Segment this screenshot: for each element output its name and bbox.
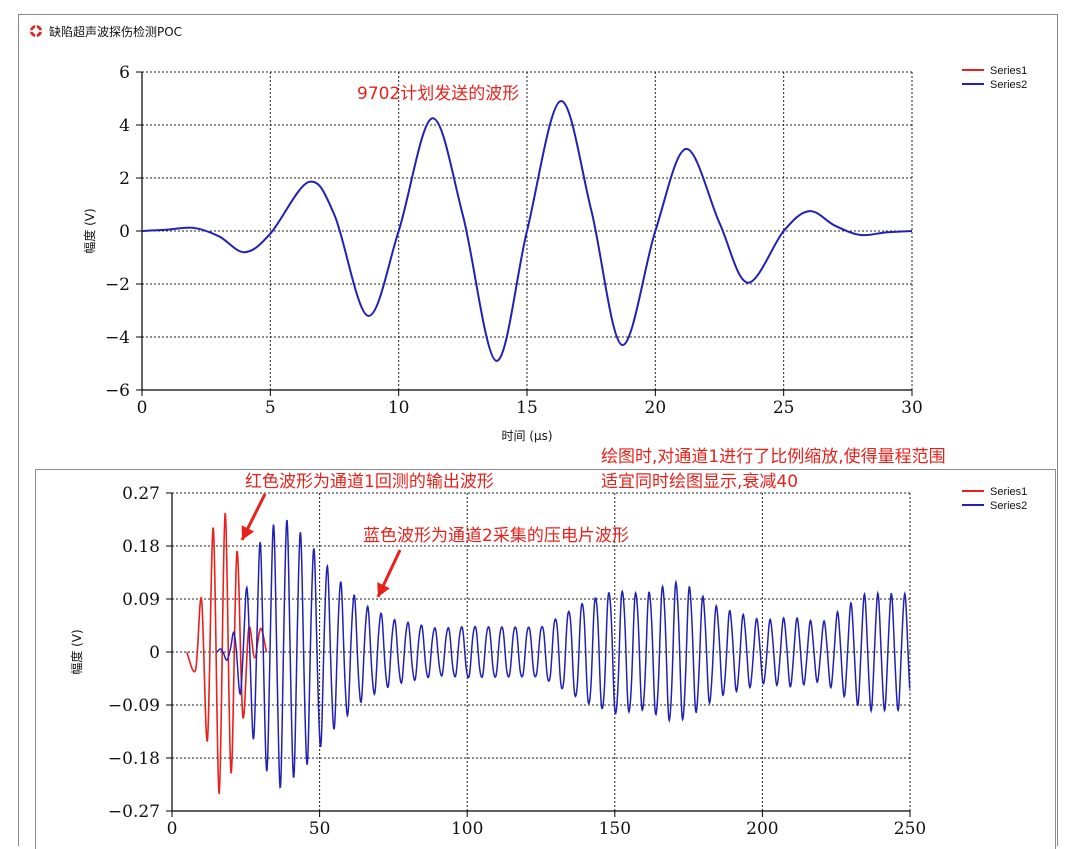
chart-2-legend: Series1 Series2 xyxy=(962,486,1027,512)
c1-x-tick-label: 15 xyxy=(516,398,538,418)
chart-2-annotation-blue-waveform: 蓝色波形为通道2采集的压电片波形 xyxy=(363,526,629,546)
chart-1-x-axis-label: 时间 (μs) xyxy=(501,429,552,443)
c2-x-tick-label: 150 xyxy=(599,819,631,839)
c2-y-tick-label: −0.27 xyxy=(108,802,160,822)
c1-y-tick-label: 2 xyxy=(119,169,130,189)
chart-1-series2-line xyxy=(141,100,913,362)
c2-x-tick-label: 100 xyxy=(451,819,483,839)
c1-y-tick-label: −4 xyxy=(105,328,130,348)
c2-x-tick-label: 0 xyxy=(167,819,178,839)
c1-y-tick-label: 6 xyxy=(119,63,130,83)
c1-legend-label-1: Series1 xyxy=(990,65,1027,77)
c1-x-tick-label: 20 xyxy=(645,398,667,418)
c2-y-tick-label: 0.27 xyxy=(122,484,160,504)
chart-2-y-axis-label: 幅度 (V) xyxy=(69,629,84,674)
c2-legend-label-2: Series2 xyxy=(990,500,1027,512)
title-bar: 缺陷超声波探伤检测POC xyxy=(19,15,1057,45)
c2-legend-label-1: Series1 xyxy=(990,486,1027,498)
chart-2-annotation-arrows xyxy=(240,493,402,598)
chart-2-axes xyxy=(166,492,911,817)
c1-x-tick-label: 25 xyxy=(773,398,795,418)
c1-x-tick-label: 10 xyxy=(388,398,410,418)
window-title: 缺陷超声波探伤检测POC xyxy=(49,25,183,39)
chart-2-annotation-scaling-line-2: 适宜同时绘图显示,衰减40 xyxy=(601,472,798,492)
chart-1-series xyxy=(141,100,913,362)
chart-2-grid xyxy=(172,492,911,811)
c2-y-tick-label: 0.18 xyxy=(122,537,160,557)
c1-y-tick-label: −2 xyxy=(105,275,130,295)
chart-2-series xyxy=(186,512,911,795)
c2-x-tick-label: 50 xyxy=(309,819,331,839)
c2-x-tick-label: 200 xyxy=(746,819,778,839)
c2-y-tick-label: −0.09 xyxy=(108,696,160,716)
arrow-blue-waveform-head xyxy=(377,582,390,597)
chart-2-annotation-red-waveform: 红色波形为通道1回测的输出波形 xyxy=(245,472,494,492)
c2-x-tick-label: 250 xyxy=(894,819,926,839)
chart-2-series1-line xyxy=(186,512,268,795)
c2-y-tick-label: −0.18 xyxy=(108,749,160,769)
chart-panel-2-frame xyxy=(35,469,1056,849)
chart-2-tick-labels: 0 50 100 150 200 250 −0.27 −0.18 −0.09 0 0.09 0.18 0… xyxy=(108,484,926,839)
c2-y-tick-label: 0 xyxy=(149,643,160,663)
c1-x-tick-label: 30 xyxy=(901,398,923,418)
chart-2-series2-line xyxy=(216,519,911,789)
c1-x-tick-label: 0 xyxy=(137,398,148,418)
chart-1-tick-labels: 0 5 10 15 20 25 30 −6 −4 −2 0 2 4 6 xyxy=(105,63,923,418)
arrow-red-waveform-head xyxy=(241,525,255,540)
app-icon xyxy=(30,25,42,37)
chart-1-annotation: 9702计划发送的波形 xyxy=(357,84,519,104)
c1-legend-label-2: Series2 xyxy=(990,79,1027,91)
c2-y-tick-label: 0.09 xyxy=(122,590,160,610)
c1-y-tick-label: 4 xyxy=(119,116,130,136)
chart-1-y-axis-label: 幅度 (V) xyxy=(82,208,97,253)
c1-y-tick-label: −6 xyxy=(105,381,130,401)
c1-y-tick-label: 0 xyxy=(119,222,130,242)
chart-2-annotation-scaling-line-1: 绘图时,对通道1进行了比例缩放,使得量程范围 xyxy=(601,446,946,467)
c1-x-tick-label: 5 xyxy=(265,398,276,418)
chart-1-legend: Series1 Series2 xyxy=(962,65,1027,91)
